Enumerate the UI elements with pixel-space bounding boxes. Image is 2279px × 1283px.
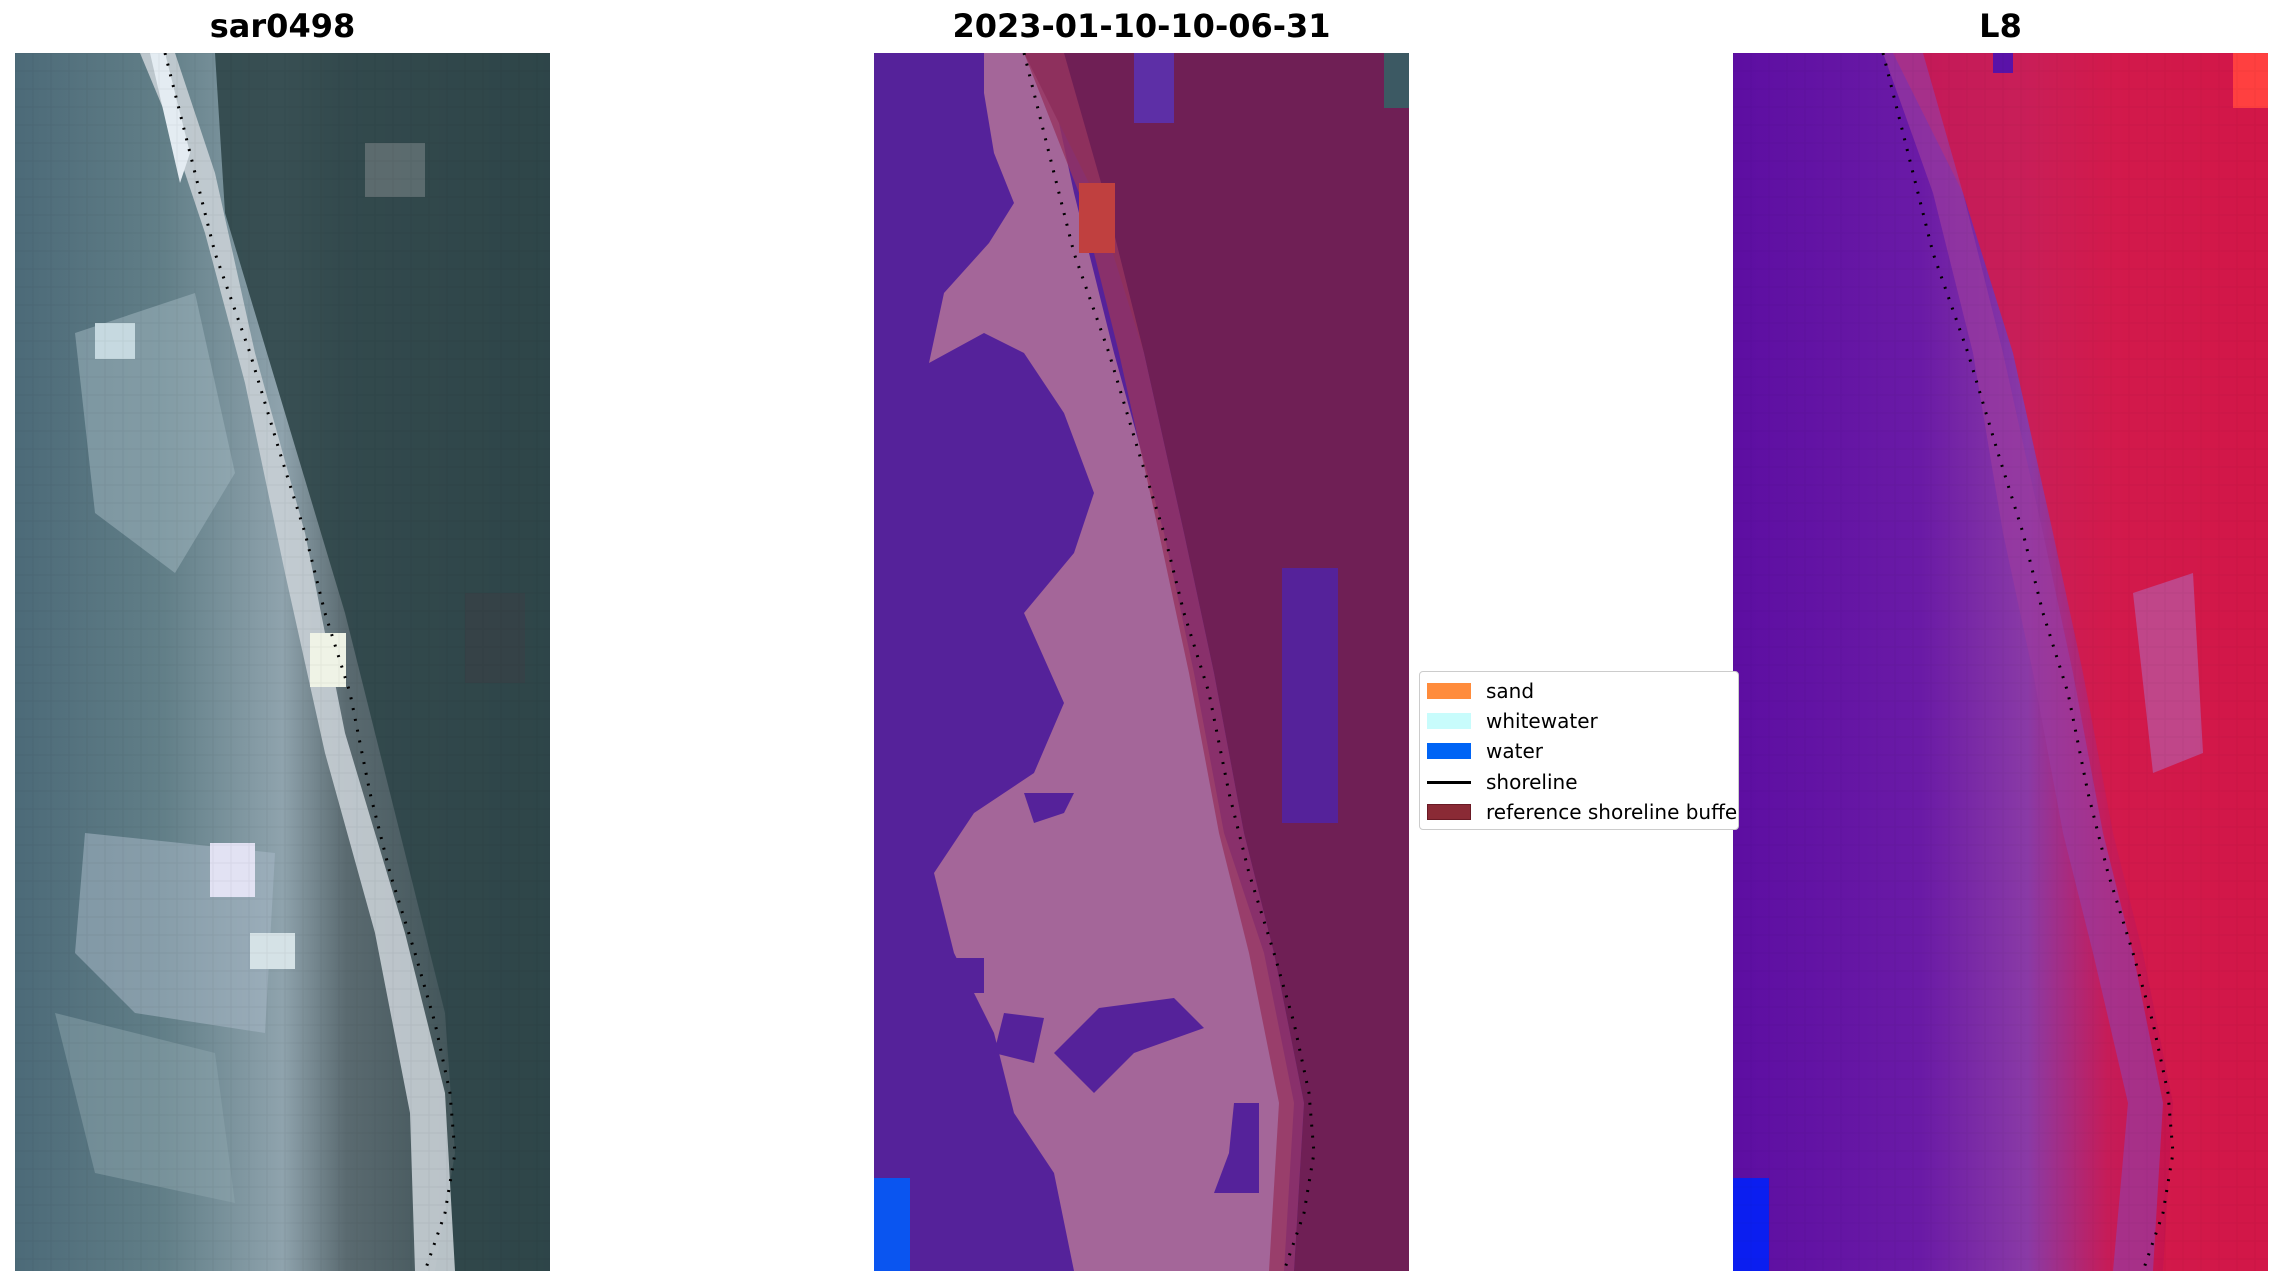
legend-label: water <box>1486 739 1543 763</box>
legend: sand whitewater water shoreline referenc… <box>1419 671 1739 830</box>
sand-swatch <box>1427 683 1471 699</box>
title-classified: 2023-01-10-10-06-31 <box>952 7 1331 45</box>
title-landsat: L8 <box>1979 7 2022 45</box>
legend-item-water: water <box>1427 736 1543 766</box>
landsat-image <box>1733 53 2268 1271</box>
legend-label: sand <box>1486 679 1535 703</box>
shoreline-line-icon <box>1427 780 1471 784</box>
whitewater-swatch <box>1427 713 1471 729</box>
rgb-image-panel <box>15 53 550 1271</box>
classified-image-panel <box>874 53 1409 1271</box>
landsat-image-panel <box>1733 53 2268 1271</box>
legend-item-shoreline: shoreline <box>1427 767 1578 797</box>
legend-item-sand: sand <box>1427 676 1534 706</box>
legend-label: whitewater <box>1486 709 1598 733</box>
legend-item-whitewater: whitewater <box>1427 706 1598 736</box>
reference-buffer-swatch <box>1427 804 1471 820</box>
water-swatch <box>1427 743 1471 759</box>
legend-label: reference shoreline buffer <box>1486 800 1739 824</box>
classified-image <box>874 53 1409 1271</box>
legend-label: shoreline <box>1486 770 1578 794</box>
title-rgb: sar0498 <box>209 7 356 45</box>
rgb-image <box>15 53 550 1271</box>
legend-item-reference-buffer: reference shoreline buffer <box>1427 797 1739 827</box>
